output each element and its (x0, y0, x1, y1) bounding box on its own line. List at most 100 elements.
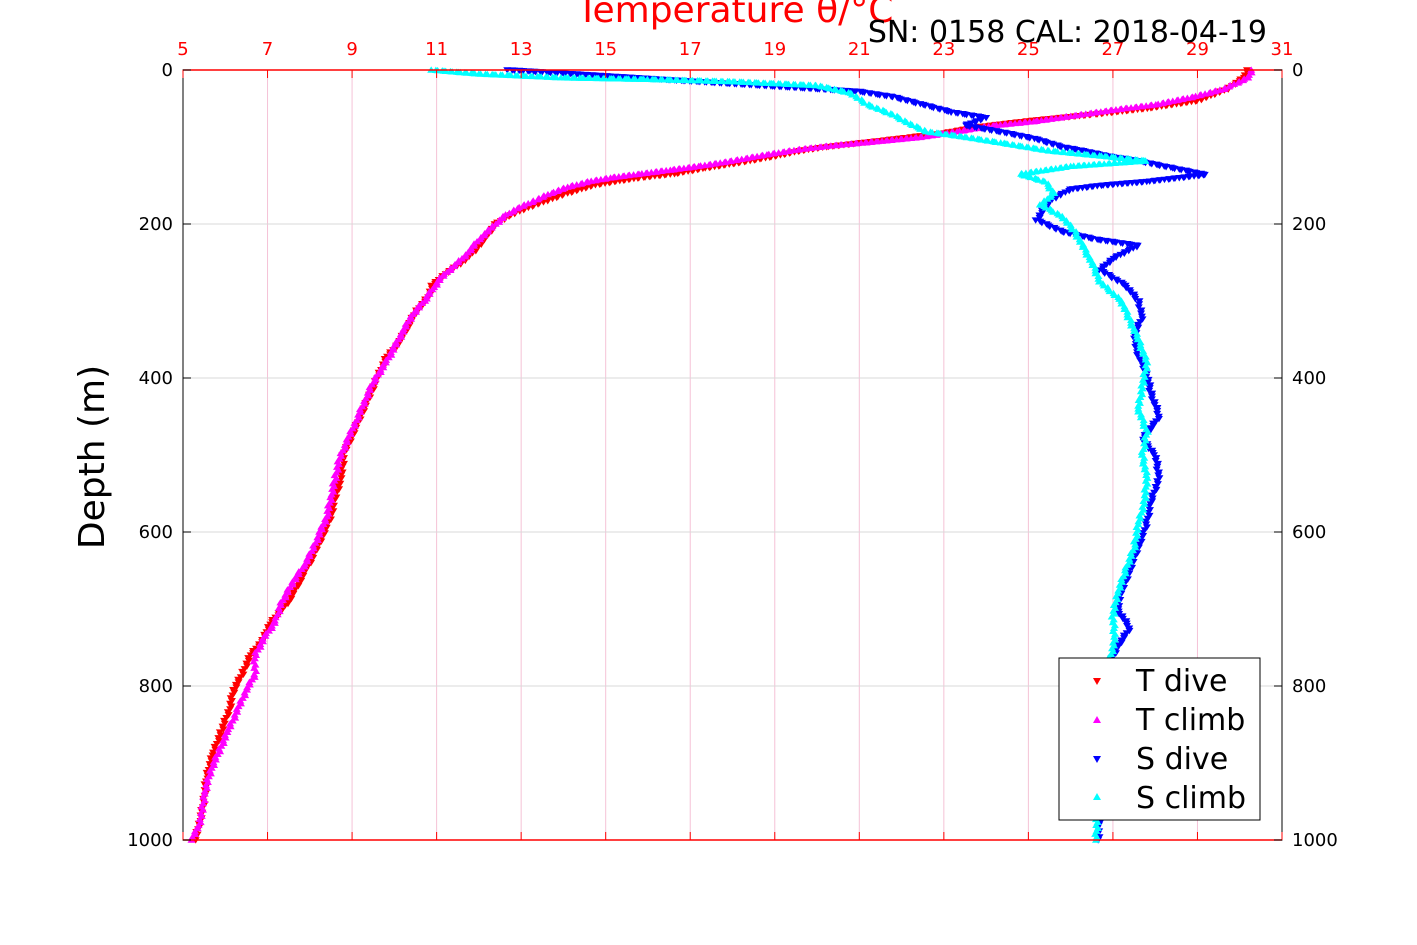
data-point (922, 132, 931, 140)
data-point (1098, 265, 1107, 272)
data-point (832, 86, 841, 93)
data-point (194, 821, 203, 829)
data-point (313, 533, 322, 541)
data-point (1020, 172, 1029, 179)
data-point (1010, 141, 1019, 148)
y-tick-label-right: 0 (1292, 60, 1303, 81)
data-point (1117, 575, 1126, 582)
data-point (350, 419, 359, 426)
data-point (191, 827, 200, 835)
x-tick-label: 29 (1186, 39, 1209, 60)
data-point (1117, 154, 1126, 162)
data-point (360, 397, 369, 404)
data-point (1114, 587, 1123, 594)
data-point (256, 640, 265, 647)
data-point (336, 449, 345, 457)
data-point (1084, 151, 1093, 158)
y-tick-label-left: 1000 (127, 830, 173, 851)
data-point (868, 103, 877, 110)
data-point (220, 731, 229, 738)
data-point (1034, 176, 1043, 183)
data-point (1142, 468, 1151, 476)
data-point (309, 542, 318, 549)
data-point (1131, 296, 1140, 303)
legend-label-s-dive: S dive (1136, 742, 1228, 777)
data-point (211, 753, 220, 760)
data-point (818, 83, 827, 90)
data-point (291, 575, 300, 583)
legend-label-t-dive: T dive (1135, 664, 1227, 699)
y-axis-label: Depth (m) (72, 365, 113, 549)
y-tick-label-right: 200 (1292, 214, 1326, 235)
data-point (1110, 291, 1119, 299)
x-tick-label: 25 (1017, 39, 1040, 60)
data-point (1121, 566, 1130, 574)
data-point (908, 121, 917, 128)
data-point (811, 81, 820, 89)
x-tick-label: 11 (425, 39, 448, 60)
data-point (1026, 173, 1035, 181)
data-point (825, 85, 834, 92)
legend-marker-t-dive (1093, 678, 1101, 685)
x-tick-label: 17 (679, 39, 702, 60)
data-point (1102, 261, 1111, 269)
data-point (354, 411, 363, 418)
series-s-climb (427, 66, 1152, 843)
y-tick-label-left: 400 (139, 368, 173, 389)
data-point (1035, 214, 1044, 222)
data-point (439, 272, 448, 279)
data-point (1099, 282, 1108, 289)
data-point (1035, 201, 1044, 208)
data-point (363, 389, 372, 396)
x-tick-label: 7 (262, 39, 273, 60)
x-tick-label: 27 (1101, 39, 1124, 60)
data-point (1105, 287, 1114, 295)
legend-label-t-climb: T climb (1135, 703, 1245, 738)
data-point (240, 689, 249, 696)
data-point (1139, 457, 1148, 464)
data-point (860, 99, 869, 106)
data-point (258, 635, 267, 642)
data-point (342, 436, 351, 443)
data-point (1133, 333, 1142, 340)
data-point (1126, 549, 1135, 556)
data-point (977, 136, 986, 143)
legend-marker-t-climb (1093, 716, 1101, 723)
data-point (315, 528, 324, 535)
data-point (1053, 148, 1062, 155)
data-point (224, 725, 233, 733)
x-tick-label: 23 (932, 39, 955, 60)
data-point (983, 137, 992, 144)
data-point (1111, 153, 1120, 161)
data-point (800, 145, 809, 152)
data-point (732, 156, 741, 164)
data-point (533, 196, 542, 203)
data-point (991, 138, 1000, 146)
data-point (1032, 145, 1041, 152)
data-point (1092, 833, 1101, 840)
data-point (346, 427, 355, 435)
data-point (888, 111, 897, 118)
x-tick-label: 9 (346, 39, 357, 60)
data-point (1121, 564, 1130, 571)
data-point (236, 697, 245, 704)
legend-marker-s-dive (1093, 756, 1101, 763)
data-point (853, 94, 862, 101)
data-point (1126, 289, 1135, 296)
y-tick-label-right: 600 (1292, 522, 1326, 543)
y-tick-label-right: 1000 (1292, 830, 1338, 851)
data-point (355, 405, 364, 413)
x-tick-label: 15 (594, 39, 617, 60)
data-point (261, 629, 270, 637)
data-point (1095, 278, 1104, 285)
top-axis-label: Temperature θ/°C (576, 0, 894, 31)
data-point (219, 736, 228, 744)
data-point (226, 719, 235, 727)
data-point (1123, 313, 1132, 321)
data-point (230, 711, 239, 718)
data-point (1094, 275, 1103, 282)
x-tick-label: 31 (1271, 39, 1294, 60)
data-point (1039, 199, 1048, 206)
